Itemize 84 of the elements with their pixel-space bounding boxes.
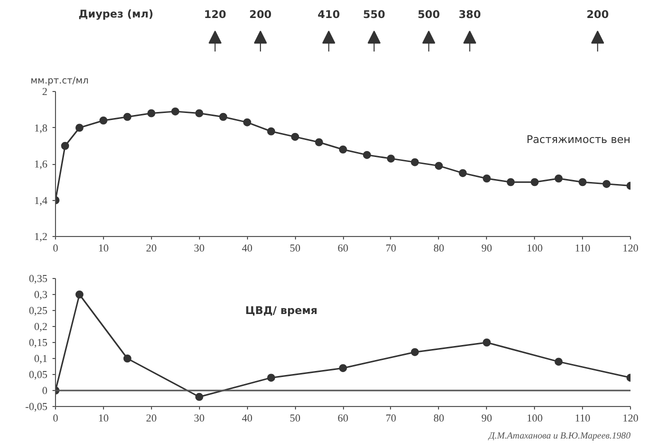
x-tick-label: 0	[52, 414, 58, 424]
y-tick-label: 1,2	[34, 232, 48, 243]
x-tick-label: 60	[338, 244, 348, 254]
text: Д.М.Атаханова и В.Ю.Мареев.1980	[488, 432, 631, 442]
point	[434, 162, 443, 170]
x-tick-label: 20	[146, 244, 157, 254]
y-tick-label: 1,8	[34, 123, 48, 134]
point	[410, 158, 419, 166]
point	[458, 169, 467, 178]
point	[123, 112, 132, 121]
point	[339, 364, 347, 372]
x-tick-label: 20	[146, 414, 157, 424]
point	[123, 354, 132, 362]
x-tick-label: 30	[194, 414, 205, 424]
point	[386, 154, 395, 163]
x-tick-label: 60	[338, 414, 348, 424]
y-tick-label: -0,05	[25, 402, 48, 413]
x-tick-label: 90	[481, 414, 492, 424]
y-tick-label: 0,2	[34, 322, 48, 333]
point	[410, 348, 419, 356]
point	[75, 290, 84, 298]
point	[339, 146, 347, 154]
text: 200	[249, 8, 272, 22]
x-tick-label: 10	[98, 244, 109, 254]
x-tick-label: 80	[434, 414, 444, 424]
y-tick-label: 2	[42, 87, 48, 98]
point	[530, 178, 539, 186]
x-tick-label: 110	[574, 414, 590, 424]
point	[195, 109, 204, 118]
text: 500	[418, 8, 440, 22]
x-tick-label: 120	[622, 414, 638, 424]
point	[362, 150, 371, 159]
point	[75, 124, 84, 132]
text: 200	[586, 8, 609, 22]
x-tick-label: 70	[386, 244, 396, 254]
x-tick-label: 50	[290, 414, 300, 424]
text: 550	[362, 8, 386, 22]
x-tick-label: 50	[290, 244, 300, 254]
text: Растяжимость вен	[526, 132, 631, 146]
y-tick-label: 0,25	[28, 306, 48, 317]
point	[61, 142, 70, 150]
x-tick-label: 100	[526, 244, 543, 254]
y-tick-label: 1,6	[34, 160, 48, 170]
y-axis-title: мм.рт.ст/мл	[30, 76, 89, 86]
point	[267, 374, 276, 382]
x-tick-label: 40	[242, 414, 252, 424]
y-tick-label: 1,4	[34, 196, 48, 207]
text: Диурез (мл)	[78, 8, 154, 21]
x-tick-label: 80	[434, 244, 444, 254]
point	[243, 118, 252, 126]
x-tick-label: 120	[622, 244, 638, 254]
x-tick-label: 0	[52, 244, 58, 254]
point	[506, 178, 515, 186]
x-tick-label: 90	[481, 244, 492, 254]
point	[554, 358, 563, 366]
point	[602, 180, 611, 188]
point	[482, 174, 491, 182]
point	[482, 338, 491, 346]
point	[219, 112, 228, 121]
text: 380	[458, 8, 481, 22]
x-tick-label: 110	[574, 244, 590, 254]
x-tick-label: 30	[194, 244, 205, 254]
text: 120	[204, 8, 226, 22]
y-tick-label: 0,05	[28, 370, 48, 381]
point	[99, 116, 108, 124]
point	[267, 127, 276, 136]
point	[554, 174, 563, 182]
point	[171, 107, 180, 116]
text: 410	[318, 8, 340, 22]
y-tick-label: 0,15	[28, 338, 48, 349]
point	[315, 138, 324, 146]
point	[578, 178, 587, 186]
x-tick-label: 100	[526, 414, 543, 424]
point	[147, 109, 156, 118]
x-tick-label: 10	[98, 414, 109, 424]
y-tick-label: 0,35	[28, 274, 48, 285]
x-tick-label: 70	[386, 414, 396, 424]
point	[291, 132, 300, 141]
text: ЦВД/ время	[245, 304, 318, 317]
point	[195, 392, 204, 401]
y-tick-label: 0	[42, 386, 48, 397]
y-tick-label: 0,1	[34, 354, 48, 365]
x-tick-label: 40	[242, 244, 252, 254]
y-tick-label: 0,3	[34, 290, 48, 301]
